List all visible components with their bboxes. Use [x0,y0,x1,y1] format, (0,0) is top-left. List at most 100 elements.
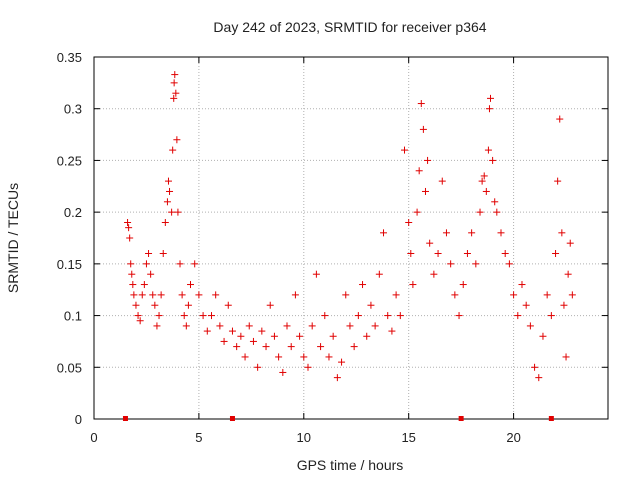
data-point [127,260,135,268]
data-point [468,229,476,237]
data-point [134,312,142,320]
data-point [125,224,133,232]
data-point [291,291,299,299]
data-point [173,136,181,144]
y-tick-label: 0.2 [64,205,82,220]
data-point [170,94,178,102]
data-point [484,146,492,154]
y-axis-label: SRMTID / TECUs [5,183,21,293]
data-point [321,312,329,320]
data-point [237,332,245,340]
data-point [216,322,224,330]
data-point [182,322,190,330]
data-point [451,291,459,299]
data-point [184,301,192,309]
data-point [203,327,211,335]
data-point [485,105,493,113]
data-point [371,322,379,330]
y-tick-label: 0 [75,412,82,427]
data-point [207,312,215,320]
x-tick-label: 15 [401,430,415,445]
baseline-marker [229,416,235,421]
data-point [169,146,177,154]
data-point [354,312,362,320]
data-point [262,343,270,351]
y-tick-label: 0.35 [57,50,82,65]
data-point [136,317,144,325]
data-point [455,312,463,320]
data-point [388,327,396,335]
data-point [482,187,490,195]
chart-title: Day 242 of 2023, SRMTID for receiver p36… [213,19,486,35]
data-point [132,301,140,309]
data-point [424,156,432,164]
data-point [476,208,484,216]
y-tick-label: 0.05 [57,360,82,375]
data-point [155,312,163,320]
data-point [195,291,203,299]
data-point [147,270,155,278]
data-point [346,322,354,330]
y-tick-label: 0.25 [57,153,82,168]
data-point [359,281,367,289]
data-point [187,281,195,289]
data-point [129,281,137,289]
data-point [342,291,350,299]
data-point [142,260,150,268]
data-point [149,291,157,299]
y-tick-label: 0.1 [64,309,82,324]
gridlines [94,57,608,419]
data-point [163,198,171,206]
data-point [170,79,178,87]
data-point [539,332,547,340]
data-point [176,260,184,268]
data-point [430,270,438,278]
x-tick-label: 20 [506,430,520,445]
data-point [384,312,392,320]
data-point [459,281,467,289]
data-point [138,291,146,299]
data-point [487,94,495,102]
data-point [233,343,241,351]
data-point [367,301,375,309]
data-point [161,218,169,226]
data-point [564,270,572,278]
x-tick-label: 5 [195,430,202,445]
data-point [438,177,446,185]
data-point [151,301,159,309]
data-point [421,187,429,195]
data-point [171,71,179,79]
data-point [493,208,501,216]
data-point [178,291,186,299]
data-point [392,291,400,299]
data-point [442,229,450,237]
x-tick-label: 10 [297,430,311,445]
baseline-marker [122,416,128,421]
data-point [518,281,526,289]
baseline-marker [548,416,554,421]
data-point [180,312,188,320]
data-point [558,229,566,237]
data-point [562,353,570,361]
data-point [300,353,308,361]
data-point [153,322,161,330]
data-point [501,250,509,258]
data-point [145,250,153,258]
data-point [174,208,182,216]
data-point [287,343,295,351]
data-point [350,343,358,351]
data-point [510,291,518,299]
data-point [164,177,172,185]
y-tick-label: 0.15 [57,257,82,272]
data-point [304,363,312,371]
data-point [363,332,371,340]
data-point [283,322,291,330]
data-point [245,322,253,330]
data-point [491,198,499,206]
data-point [560,301,568,309]
data-point [463,250,471,258]
data-point [380,229,388,237]
data-point [566,239,574,247]
data-point [405,218,413,226]
